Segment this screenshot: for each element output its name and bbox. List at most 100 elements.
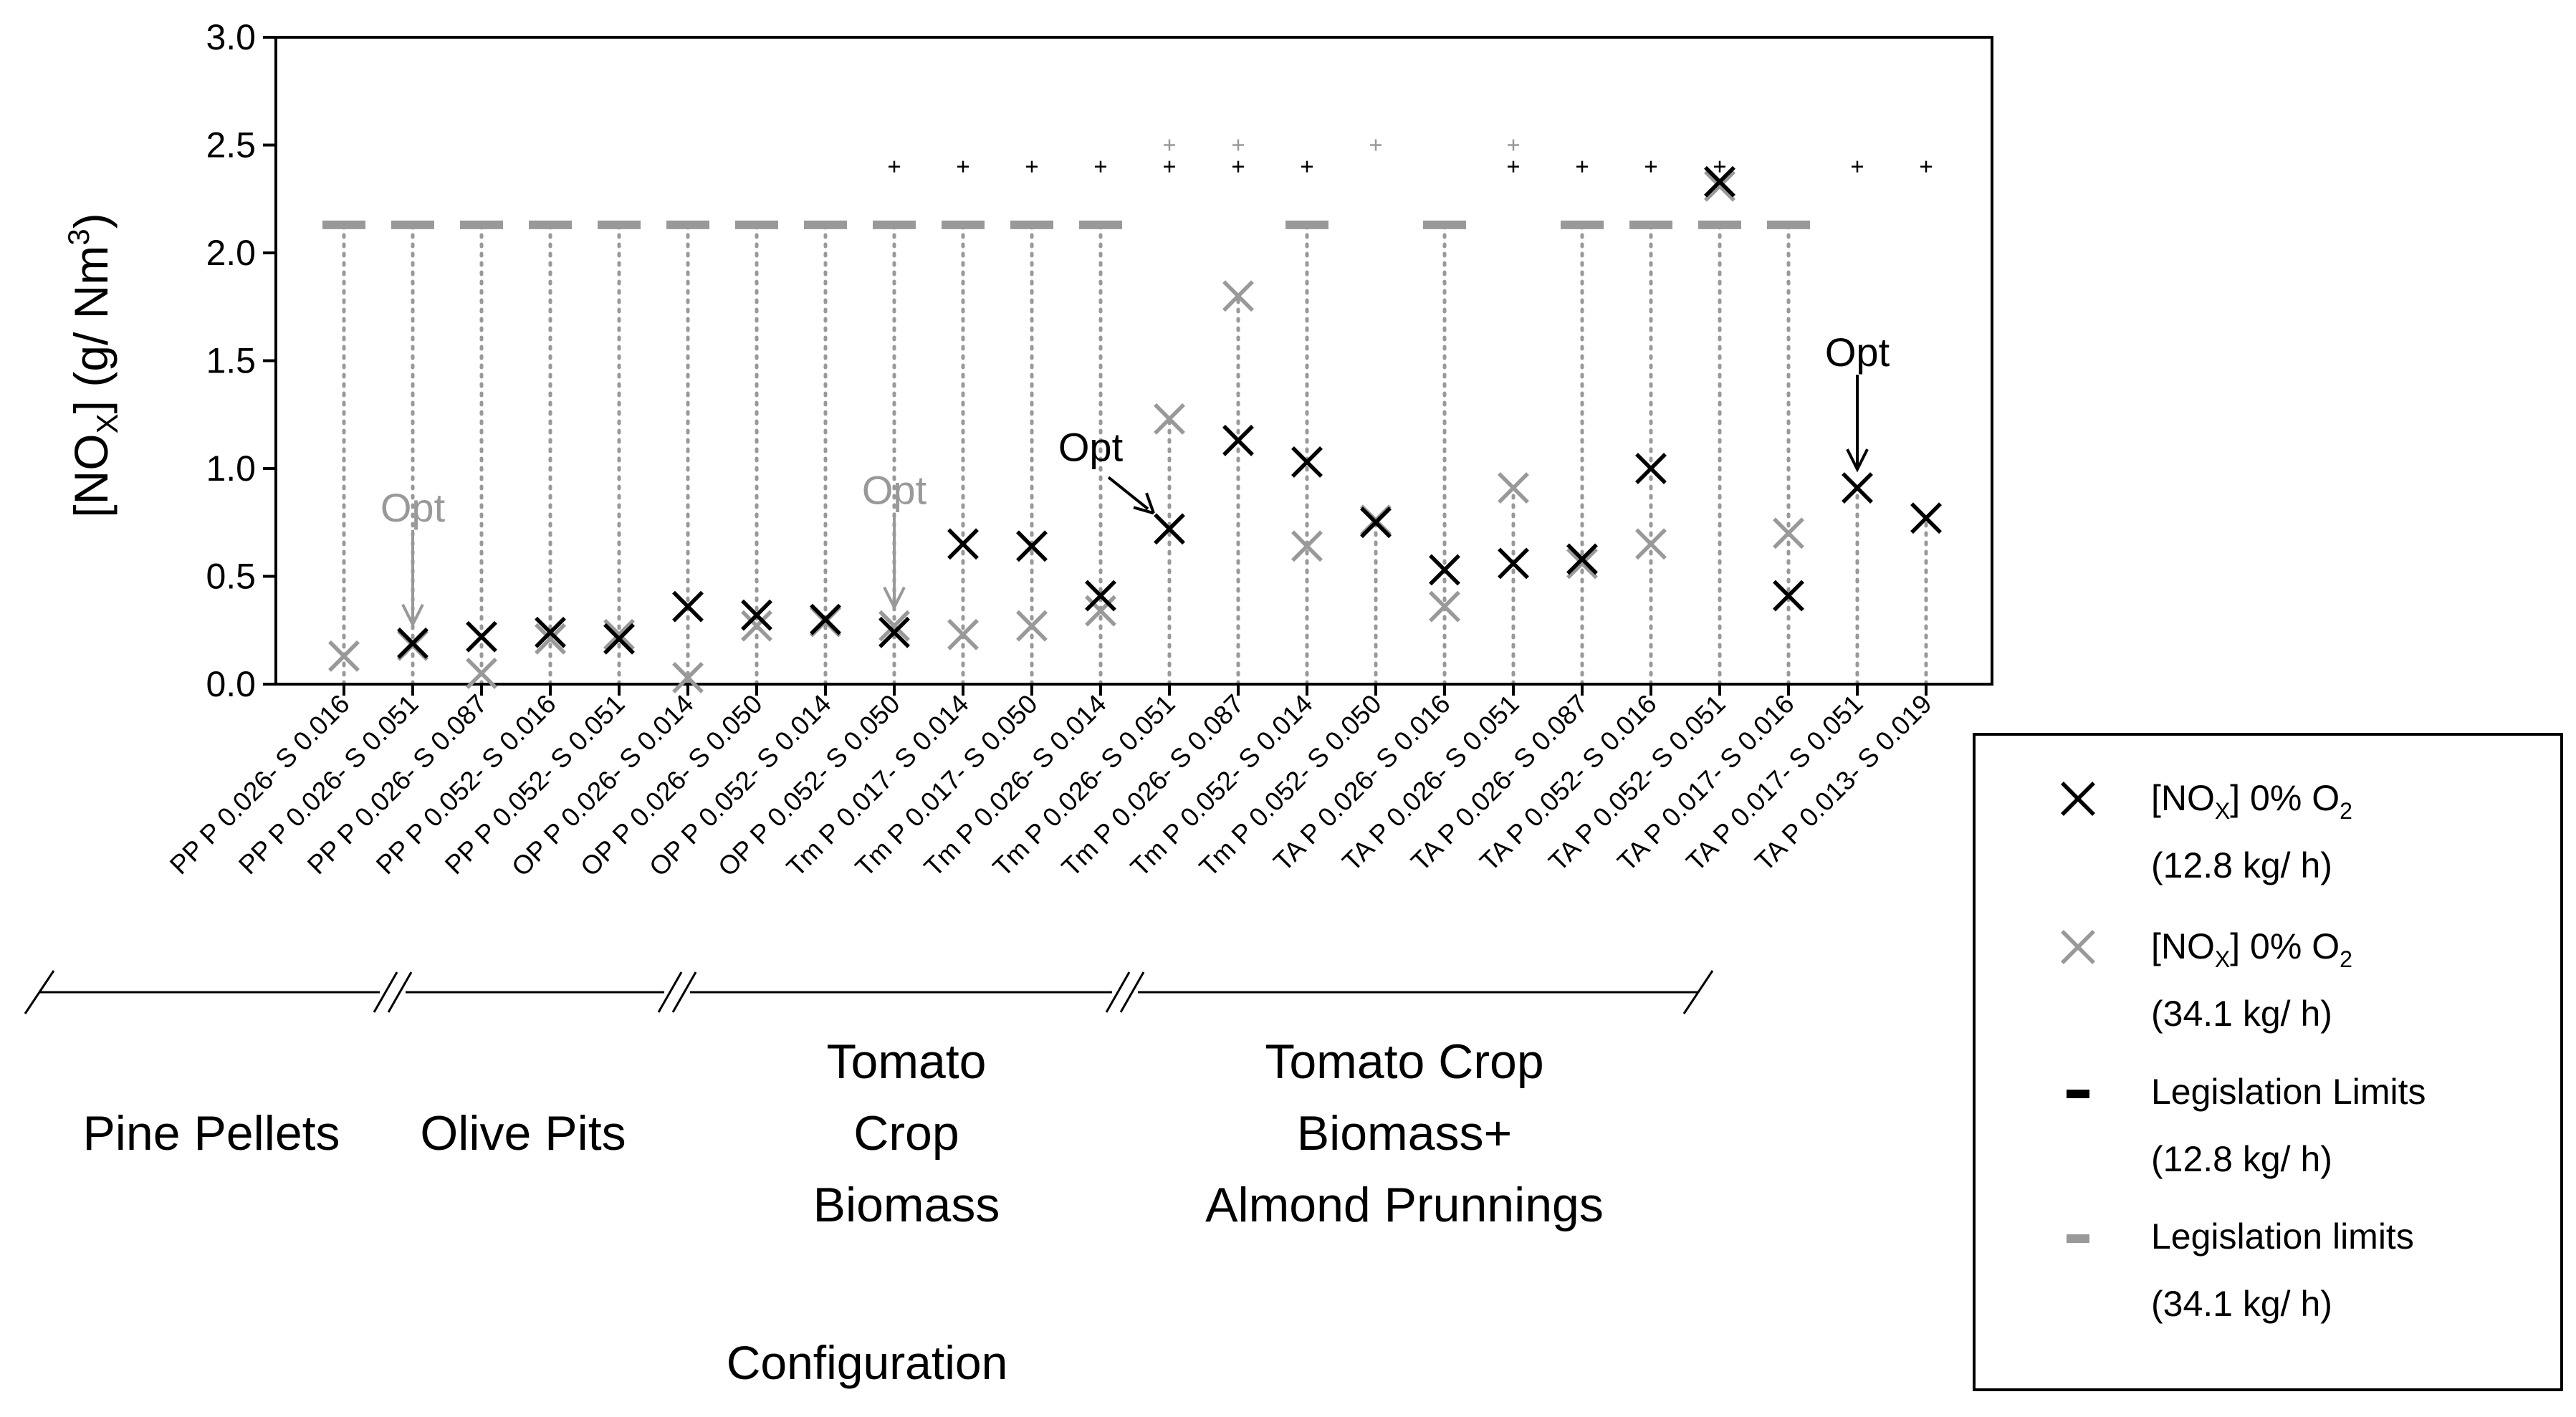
- marker-stroke: [741, 599, 772, 631]
- legislation-limit-12-mark: [1026, 160, 1038, 173]
- opt-annotation: Opt: [862, 468, 927, 611]
- point-12-8-kg-h: [1635, 453, 1667, 484]
- bracket-end: [1682, 970, 1714, 1014]
- point-34-1-kg-h: [672, 662, 704, 693]
- marker-stroke: [466, 658, 497, 689]
- marker-stroke: [603, 623, 635, 655]
- group-bracket: Olive Pits: [406, 971, 697, 1161]
- marker-stroke: [2061, 930, 2095, 964]
- marker-stroke: [328, 640, 360, 672]
- point-34-1-kg-h: [1635, 528, 1667, 560]
- group-label: Biomass: [813, 1178, 1000, 1232]
- legend-entry: Legislation Limits (12.8 kg/ h): [2067, 1072, 2426, 1179]
- point-12-8-kg-h: [1154, 513, 1185, 545]
- dotted-guide-lines: [342, 223, 1928, 686]
- marker-stroke: [1222, 280, 1254, 312]
- point-12-8-kg-h: [672, 590, 704, 623]
- marker-stroke: [1429, 554, 1460, 586]
- point-34-1-kg-h: [1016, 610, 1048, 642]
- marker-stroke: [878, 616, 910, 648]
- marker-stroke: [672, 590, 704, 623]
- point-34-1-kg-h: [878, 610, 910, 642]
- point-12-8-kg-h: [1704, 165, 1735, 198]
- y-tick-label: 0.5: [206, 557, 256, 597]
- point-12-8-kg-h: [1910, 502, 1942, 534]
- plot-frame: [274, 36, 1993, 686]
- point-34-1-kg-h: [1429, 590, 1460, 623]
- marker-stroke: [2061, 782, 2095, 816]
- legislation-limit-12-mark: [1301, 160, 1313, 173]
- group-label: Biomass+: [1297, 1106, 1512, 1161]
- data-points: [328, 165, 1942, 693]
- group-bracket: Pine Pellets: [24, 970, 413, 1161]
- point-34-1-kg-h: [1498, 472, 1529, 504]
- legislation-limit-34-mark: [1164, 139, 1175, 151]
- marker-stroke: [1635, 453, 1667, 484]
- legislation-limit-12-mark: [1095, 160, 1106, 173]
- opt-label: Opt: [380, 485, 446, 530]
- point-12-8-kg-h: [1429, 554, 1460, 586]
- legislation-limit-12-mark: [1576, 160, 1588, 173]
- opt-arrow: [1107, 476, 1149, 510]
- marker-stroke: [1360, 506, 1392, 539]
- x-axis-title: Configuration: [727, 1336, 1008, 1389]
- y-tick-label: 1.0: [206, 448, 256, 489]
- legislation-limit-12-mark: [889, 160, 900, 173]
- marker-stroke: [1704, 165, 1735, 198]
- opt-annotation: Opt: [1058, 424, 1155, 515]
- legend-box: [1973, 733, 2563, 1391]
- marker-stroke: [1910, 502, 1942, 534]
- opt-annotation: Opt: [1825, 330, 1890, 473]
- marker-stroke: [1016, 610, 1048, 642]
- legislation-limit-12-mark: [1852, 160, 1863, 173]
- point-34-1-kg-h: [1704, 170, 1735, 202]
- point-12-8-kg-h: [1842, 472, 1873, 504]
- point-12-8-kg-h: [1016, 530, 1048, 562]
- point-34-1-kg-h: [947, 618, 979, 650]
- svg-text:[NOX] (g/ Nm3): [NOX] (g/ Nm3): [62, 213, 124, 517]
- legend-entry: Legislation limits (34.1 kg/ h): [2067, 1216, 2414, 1324]
- legislation-limit-12-mark: [1645, 160, 1657, 173]
- legend-marker: [2061, 782, 2095, 816]
- marker-stroke: [1842, 472, 1873, 504]
- opt-label: Opt: [1825, 330, 1890, 375]
- plot-area: [274, 36, 1993, 686]
- marker-stroke: [741, 610, 772, 642]
- point-12-8-kg-h: [1085, 580, 1116, 612]
- marker-stroke: [1085, 580, 1116, 612]
- bracket-break: [387, 971, 413, 1013]
- legislation-limit-12-mark: [1164, 160, 1175, 173]
- point-34-1-kg-h: [1085, 595, 1116, 627]
- point-12-8-kg-h: [947, 528, 979, 560]
- point-12-8-kg-h: [1566, 543, 1598, 575]
- legend-label: [NOX] 0% O2: [2151, 778, 2352, 824]
- point-12-8-kg-h: [1291, 446, 1323, 478]
- legend-label: Legislation Limits: [2151, 1072, 2426, 1112]
- legend-label-line2: (12.8 kg/ h): [2151, 845, 2332, 885]
- legislation-limit-12-mark: [1920, 160, 1932, 173]
- marker-stroke: [1291, 530, 1323, 562]
- marker-stroke: [1085, 595, 1116, 627]
- bracket-break: [657, 971, 683, 1013]
- marker-stroke: [535, 616, 566, 648]
- marker-stroke: [672, 662, 704, 693]
- group-bracket: Tomato Crop Biomass: [690, 971, 1145, 1232]
- legislation-limit-12-mark: [1508, 160, 1519, 173]
- point-12-8-kg-h: [1360, 506, 1392, 539]
- y-tick-label: 2.5: [206, 125, 256, 165]
- point-12-8-kg-h: [466, 620, 497, 653]
- bracket-break: [671, 971, 697, 1013]
- point-34-1-kg-h: [328, 640, 360, 672]
- marker-stroke: [1498, 547, 1529, 580]
- opt-arrowhead: [401, 603, 424, 628]
- point-34-1-kg-h: [1291, 530, 1323, 562]
- point-12-8-kg-h: [1222, 424, 1254, 456]
- marker-stroke: [1704, 170, 1735, 202]
- y-tick-label: 0.0: [206, 664, 256, 704]
- opt-annotation: Opt: [380, 485, 446, 628]
- y-axis-title: [NOX] (g/ Nm3): [62, 213, 124, 517]
- legend-entry: [NOX] 0% O2 (34.1 kg/ h): [2061, 926, 2352, 1034]
- point-34-1-kg-h: [1773, 517, 1804, 549]
